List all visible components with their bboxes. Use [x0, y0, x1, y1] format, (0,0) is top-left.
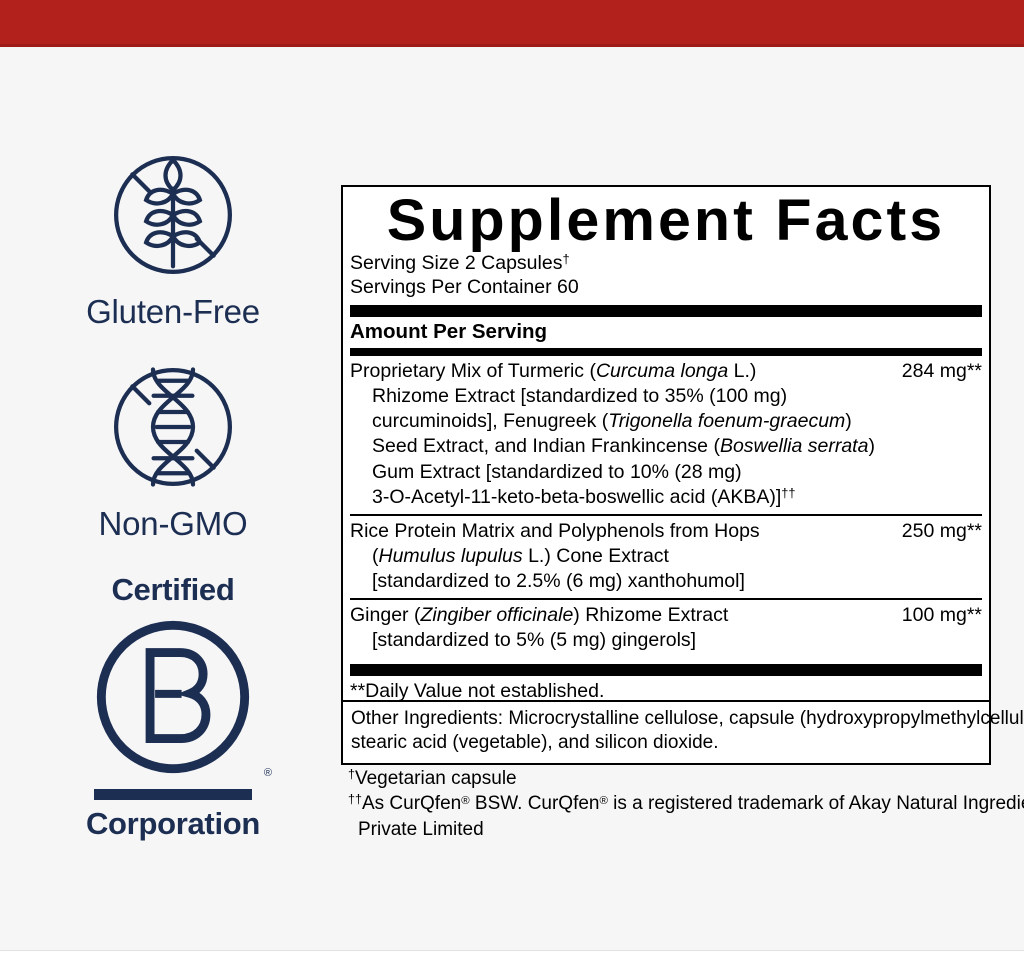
- footnote-dd-text-c: is a registered trademark of Akay Natura…: [607, 793, 1024, 815]
- ingredient-amount: 250 mg**: [901, 519, 982, 542]
- ingredient-amount: 284 mg**: [901, 360, 982, 383]
- rule-above-daily-value-note: [350, 663, 982, 676]
- footnote-dd-text-b: BSW. CurQfen: [469, 793, 600, 815]
- badge-non-gmo: Non-GMO: [48, 352, 298, 542]
- bcorp-corporation-label: Corporation: [85, 805, 261, 841]
- footnote-dd-text-a: As CurQfen: [361, 793, 462, 815]
- footnote-double-dagger: ††As CurQfen® BSW. CurQfen® is a registe…: [348, 791, 1024, 816]
- supplement-facts-title: Supplement Facts: [386, 188, 946, 253]
- ingredient-row: Proprietary Mix of Turmeric (Curcuma lon…: [350, 356, 982, 514]
- ingredient-line: curcuminoids], Fenugreek (Trigonella foe…: [372, 410, 852, 433]
- ingredient-line: Gum Extract [standardized to 10% (28 mg): [372, 460, 742, 483]
- wheat-crossed-out-icon: [48, 140, 298, 290]
- ingredient-row: Ginger (Zingiber officinale) Rhizome Ext…: [350, 600, 982, 657]
- ingredient-line: [standardized to 5% (5 mg) gingerols]: [372, 629, 697, 652]
- ingredient-line: 3-O-Acetyl-11-keto-beta-boswellic acid (…: [372, 485, 796, 508]
- ingredient-separator: [350, 598, 982, 601]
- serving-info: Serving Size 2 Capsules† Servings Per Co…: [350, 252, 982, 300]
- badge-label-non-gmo: Non-GMO: [98, 505, 248, 543]
- ingredient-line: Proprietary Mix of Turmeric (Curcuma lon…: [350, 360, 757, 383]
- b-corp-logo: [48, 611, 298, 783]
- daily-value-note: **Daily Value not established.: [350, 679, 605, 702]
- badge-label-gluten-free: Gluten-Free: [86, 293, 260, 330]
- serving-size-line: Serving Size 2 Capsules†: [350, 252, 982, 276]
- other-ingredients-box: Other Ingredients: Microcrystalline cell…: [341, 700, 1024, 765]
- curqfen-registered-mark-2: ®: [599, 795, 608, 808]
- certification-badges: Gluten-Free: [48, 140, 298, 841]
- footnote-dagger-text: Vegetarian capsule: [354, 768, 517, 789]
- footnote-dagger: †Vegetarian capsule: [348, 766, 1008, 791]
- rule-above-amount-header: [350, 305, 982, 318]
- supplement-facts-panel: Supplement Facts Serving Size 2 Capsules…: [341, 185, 991, 710]
- other-ingredients-line-2: stearic acid (vegetable), and silicon di…: [351, 732, 719, 754]
- amount-per-serving-header: Amount Per Serving: [350, 320, 548, 344]
- serving-size-dagger: †: [562, 251, 570, 267]
- footnote-double-dagger-line-2: Private Limited: [358, 818, 484, 840]
- footnote-dagger-marker: †: [348, 767, 355, 782]
- rule-below-amount-header: [350, 348, 982, 357]
- ingredient-line: Ginger (Zingiber officinale) Rhizome Ext…: [350, 604, 729, 627]
- bcorp-certified-label: Certified: [111, 571, 235, 607]
- top-red-banner: [0, 0, 1024, 44]
- ingredient-line: Rhizome Extract [standardized to 35% (10…: [372, 385, 788, 408]
- serving-size-text: Serving Size 2 Capsules: [350, 251, 563, 274]
- ingredient-line: (Humulus lupulus L.) Cone Extract: [372, 545, 669, 568]
- other-ingredients-line-1: Other Ingredients: Microcrystalline cell…: [351, 708, 1024, 729]
- ingredient-line: [standardized to 2.5% (6 mg) xanthohumol…: [372, 570, 745, 593]
- top-banner-edge: [0, 44, 1024, 47]
- badge-b-corporation: Certified ® Corporation: [48, 571, 298, 841]
- ingredient-line: Seed Extract, and Indian Frankincense (B…: [372, 435, 875, 458]
- badge-gluten-free: Gluten-Free: [48, 140, 298, 330]
- page-bottom-edge: [0, 950, 1024, 964]
- ingredient-row: Rice Protein Matrix and Polyphenols from…: [350, 516, 982, 598]
- ingredient-amount: 100 mg**: [901, 604, 982, 627]
- servings-per-container-line: Servings Per Container 60: [350, 275, 579, 298]
- footnotes: †Vegetarian capsule ††As CurQfen® BSW. C…: [348, 766, 1024, 842]
- curqfen-registered-mark-1: ®: [461, 795, 470, 808]
- dna-crossed-out-icon: [48, 352, 298, 502]
- bcorp-divider-bar: [94, 788, 252, 800]
- ingredient-line: Rice Protein Matrix and Polyphenols from…: [350, 519, 760, 542]
- ingredient-separator: [350, 513, 982, 516]
- footnote-double-dagger-marker: ††: [348, 793, 362, 807]
- bcorp-registered-mark: ®: [263, 766, 272, 779]
